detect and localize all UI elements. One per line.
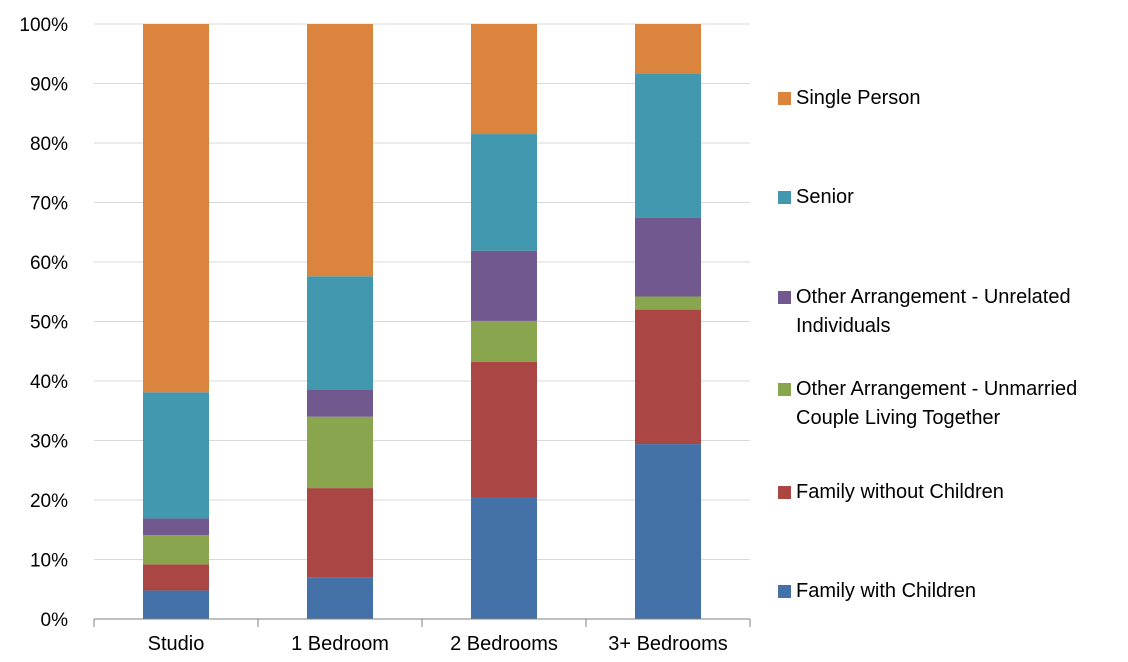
legend-swatch (778, 585, 791, 598)
y-tick-label: 40% (30, 372, 68, 393)
y-tick-label: 90% (30, 75, 68, 96)
legend-swatch (778, 291, 791, 304)
bar-segment (471, 134, 537, 251)
bar-segment (635, 296, 701, 310)
legend-label: Single Person (796, 87, 921, 109)
y-tick-label: 10% (30, 551, 68, 572)
legend-item: Other Arrangement - Unmarried Couple Liv… (778, 375, 1116, 433)
legend-label: Other Arrangement - Unmarried Couple Liv… (796, 378, 1078, 429)
y-tick-label: 70% (30, 194, 68, 215)
legend-label: Other Arrangement - Unrelated Individual… (796, 286, 1071, 337)
bar-segment (307, 577, 373, 619)
bar-segment (307, 488, 373, 578)
bar-segment (471, 320, 537, 362)
bar-segment (143, 564, 209, 591)
bar-segment (307, 276, 373, 390)
y-tick-label: 80% (30, 134, 68, 155)
x-axis-category-labels: Studio 1 Bedroom 2 Bedrooms 3+ Bedrooms (148, 633, 728, 655)
legend-item: Family with Children (778, 577, 1116, 606)
x-category-label: Studio (148, 633, 205, 655)
legend-swatch (778, 383, 791, 396)
bar-segment (635, 217, 701, 297)
legend-swatch (778, 191, 791, 204)
x-category-label: 1 Bedroom (291, 633, 389, 655)
y-tick-label: 50% (30, 313, 68, 334)
x-category-label: 2 Bedrooms (450, 633, 558, 655)
bar-segment (635, 444, 701, 619)
axes (93, 618, 751, 627)
bar-segment (143, 590, 209, 619)
legend: Single Person Senior Other Arrangement - U… (778, 0, 1128, 662)
bar-segment (307, 416, 373, 489)
y-tick-label: 20% (30, 491, 68, 512)
y-tick-label: 30% (30, 432, 68, 453)
y-tick-label: 60% (30, 253, 68, 274)
legend-item: Senior (778, 183, 1116, 212)
bar-segment (143, 518, 209, 536)
stacked-bar-chart: 0% 10% 20% 30% 40% 50% 60% 70% 80% 90% 100% Studio… (19, 15, 751, 655)
legend-item: Single Person (778, 84, 1116, 113)
bar-segment (143, 392, 209, 519)
x-category-label: 3+ Bedrooms (608, 633, 728, 655)
legend-swatch (778, 486, 791, 499)
bar-segment (471, 250, 537, 321)
legend-label: Senior (796, 186, 854, 208)
legend-swatch (778, 92, 791, 105)
legend-label: Family with Children (796, 580, 977, 602)
bar-segment (635, 73, 701, 218)
legend-label: Family without Children (796, 481, 1004, 503)
y-axis-tick-labels: 0% 10% 20% 30% 40% 50% 60% 70% 80% 90% 100% (19, 15, 68, 631)
bar-segment (143, 24, 209, 393)
legend-item: Other Arrangement - Unrelated Individual… (778, 283, 1116, 341)
legend-item: Family without Children (778, 478, 1116, 507)
y-tick-label: 0% (41, 610, 69, 631)
bar-segment (307, 389, 373, 417)
bar-segment (471, 497, 537, 619)
bar-segment (635, 309, 701, 445)
bar-segment (635, 24, 701, 74)
bar-segment (307, 24, 373, 277)
bar-segment (471, 24, 537, 135)
y-tick-label: 100% (19, 15, 68, 36)
bars (143, 24, 701, 619)
bar-segment (471, 361, 537, 498)
bar-segment (143, 535, 209, 565)
